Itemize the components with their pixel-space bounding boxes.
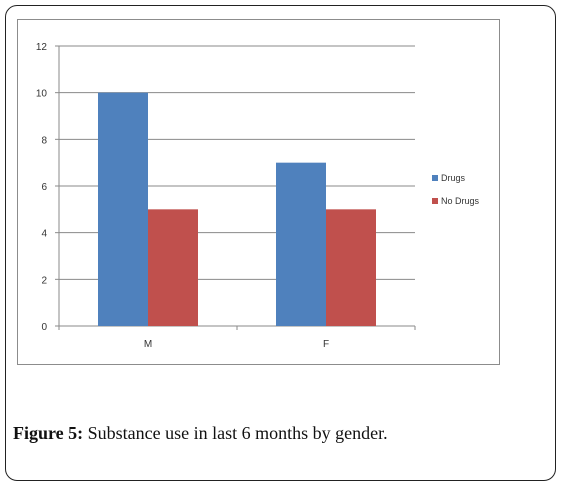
figure-caption: Figure 5: Substance use in last 6 months… [13,423,388,444]
legend-swatch-drugs [432,175,438,181]
bar-no-drugs-m [148,209,198,326]
legend-label-drugs: Drugs [441,173,466,183]
caption-text: Substance use in last 6 months by gender… [83,423,388,443]
y-tick-label: 8 [41,135,47,146]
y-tick-label: 0 [41,322,47,333]
y-tick-label: 6 [41,182,47,193]
bar-drugs-m [98,92,148,327]
bar-chart: 0 2 4 6 8 10 12 M F Drugs No Drugs [36,42,480,350]
y-tick-label: 2 [41,275,47,286]
y-tick-label: 12 [36,42,48,53]
legend-swatch-no-drugs [432,198,438,204]
caption-label: Figure 5: [13,423,84,443]
bar-no-drugs-f [326,209,376,326]
x-tick-label: M [144,339,152,350]
x-tick-label: F [323,339,329,350]
chart-container: 0 2 4 6 8 10 12 M F Drugs No Drugs [17,19,500,365]
bar-drugs-f [276,162,326,326]
y-tick-label: 4 [41,229,47,240]
y-tick-label: 10 [36,89,48,100]
legend-label-no-drugs: No Drugs [441,196,480,206]
